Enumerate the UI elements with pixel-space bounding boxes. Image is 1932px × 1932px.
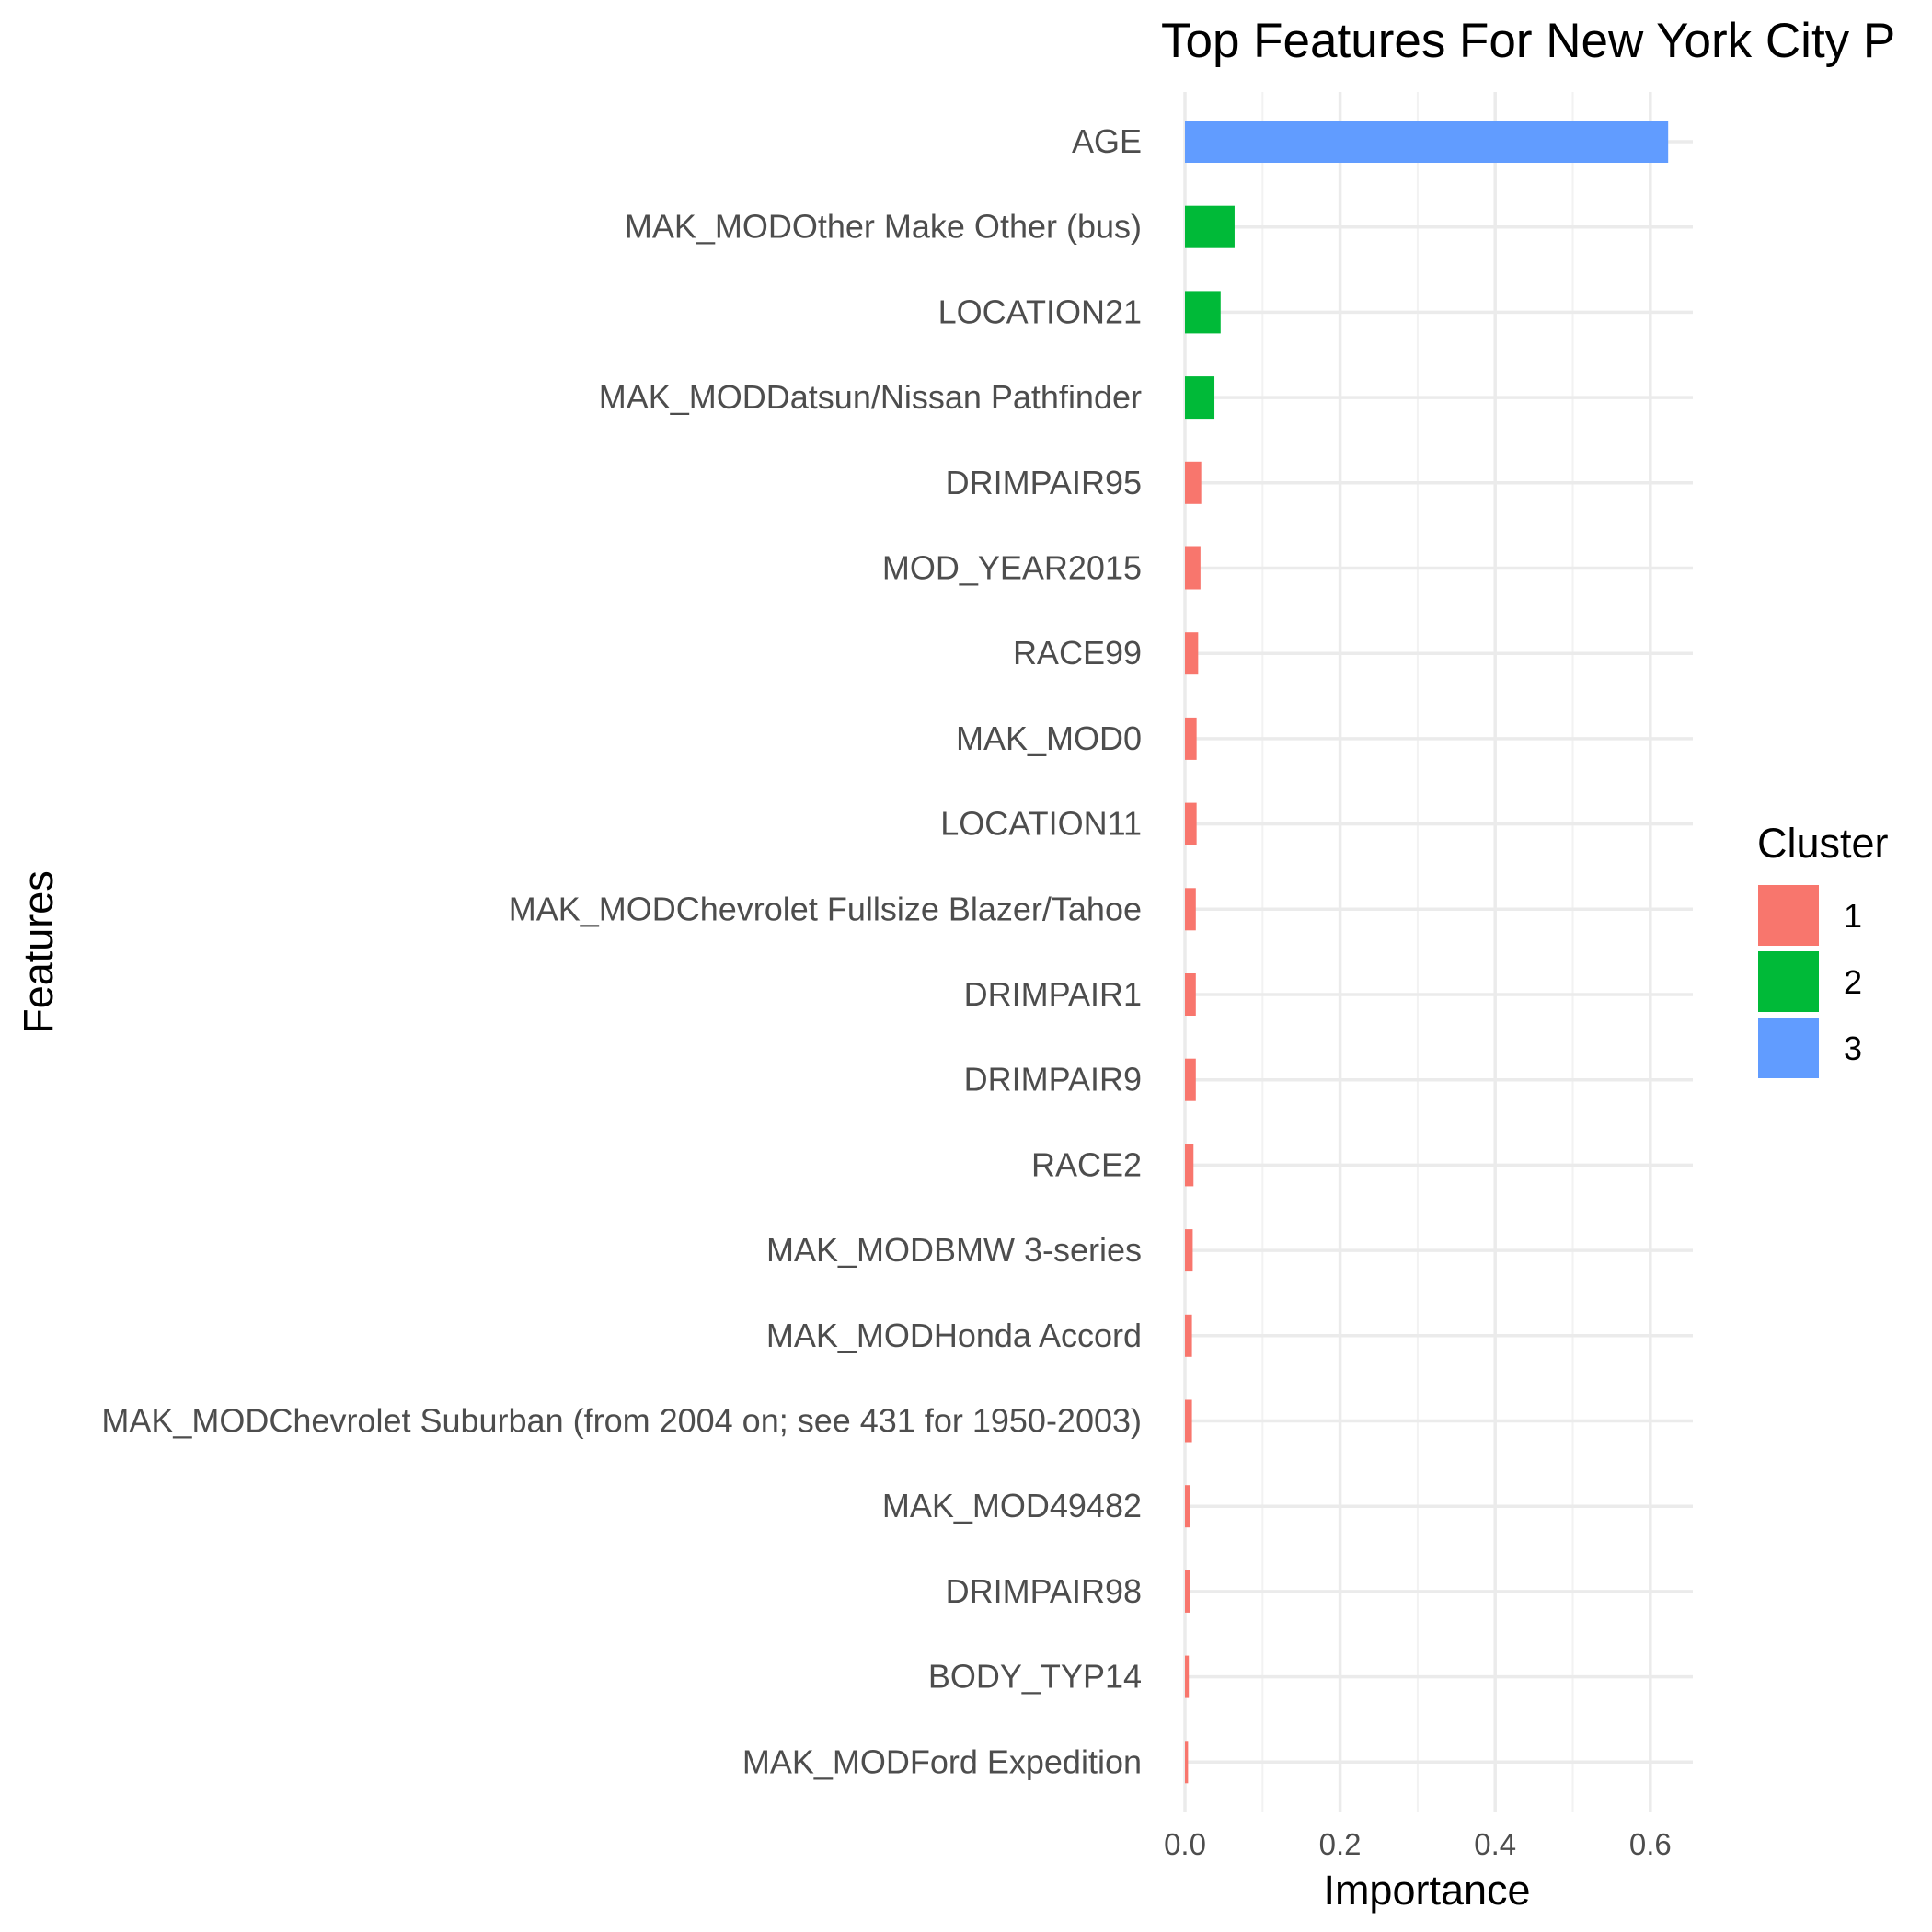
bars — [1185, 121, 1669, 1784]
category-label: BODY_TYP14 — [928, 1658, 1142, 1696]
bar — [1185, 546, 1201, 590]
category-label: RACE2 — [1031, 1145, 1142, 1183]
legend-key — [1758, 951, 1819, 1012]
bar — [1185, 1570, 1190, 1613]
category-label: DRIMPAIR95 — [946, 464, 1142, 501]
bar — [1185, 1655, 1190, 1698]
category-label: MAK_MODChevrolet Fullsize Blazer/Tahoe — [509, 890, 1142, 927]
category-label: MAK_MODHonda Accord — [766, 1317, 1142, 1354]
category-label: MAK_MOD49482 — [882, 1487, 1142, 1524]
bar — [1185, 717, 1197, 760]
category-label: MAK_MODFord Expedition — [742, 1742, 1142, 1780]
category-label: LOCATION11 — [940, 805, 1142, 843]
chart-title: Top Features For New York City P — [1161, 14, 1895, 68]
y-axis-title: Features — [15, 870, 62, 1034]
category-label: RACE99 — [1013, 634, 1142, 672]
category-label: MAK_MODBMW 3-series — [766, 1231, 1142, 1269]
x-tick-label: 0.4 — [1474, 1827, 1516, 1861]
legend-label: 2 — [1844, 963, 1862, 1001]
bar — [1185, 121, 1669, 163]
bar — [1185, 461, 1202, 504]
bar — [1185, 973, 1196, 1016]
x-tick-label: 0.6 — [1629, 1827, 1672, 1861]
legend-title: Cluster — [1757, 820, 1889, 867]
x-tick-label: 0.2 — [1319, 1827, 1362, 1861]
bar — [1185, 291, 1221, 334]
category-label: MAK_MODOther Make Other (bus) — [625, 208, 1142, 246]
x-axis-title: Importance — [1323, 1867, 1530, 1914]
legend-key — [1758, 1018, 1819, 1078]
legend-label: 3 — [1844, 1029, 1862, 1067]
category-label: DRIMPAIR1 — [964, 975, 1142, 1013]
category-label: MAK_MODChevrolet Suburban (from 2004 on;… — [101, 1402, 1142, 1440]
minor-gridlines — [1261, 92, 1574, 1812]
bar — [1185, 1058, 1196, 1101]
bar — [1185, 1314, 1192, 1357]
cluster-legend: Cluster 1 2 3 — [1757, 820, 1889, 1078]
legend-key — [1758, 885, 1819, 946]
major-gridlines — [1183, 92, 1693, 1812]
x-tick-label: 0.0 — [1164, 1827, 1206, 1861]
bar — [1185, 1144, 1194, 1187]
bar — [1185, 1229, 1193, 1272]
bar — [1185, 888, 1196, 931]
bar — [1185, 632, 1199, 675]
category-label: DRIMPAIR9 — [964, 1061, 1142, 1098]
category-label: MAK_MOD0 — [956, 719, 1142, 757]
bar — [1185, 1485, 1190, 1528]
x-tick-labels: 0.0 0.2 0.4 0.6 — [1164, 1827, 1672, 1861]
category-label: MAK_MODDatsun/Nissan Pathfinder — [599, 378, 1142, 416]
category-label: MOD_YEAR2015 — [882, 549, 1142, 587]
bar — [1185, 802, 1197, 845]
bar — [1185, 1741, 1189, 1784]
category-label: AGE — [1072, 122, 1142, 160]
bar — [1185, 376, 1215, 420]
category-labels: AGE MAK_MODOther Make Other (bus) LOCATION… — [101, 122, 1142, 1780]
bar — [1185, 205, 1235, 248]
category-label: LOCATION21 — [938, 293, 1142, 330]
category-label: DRIMPAIR98 — [946, 1572, 1142, 1610]
legend-label: 1 — [1844, 897, 1862, 935]
bar — [1185, 1399, 1192, 1443]
